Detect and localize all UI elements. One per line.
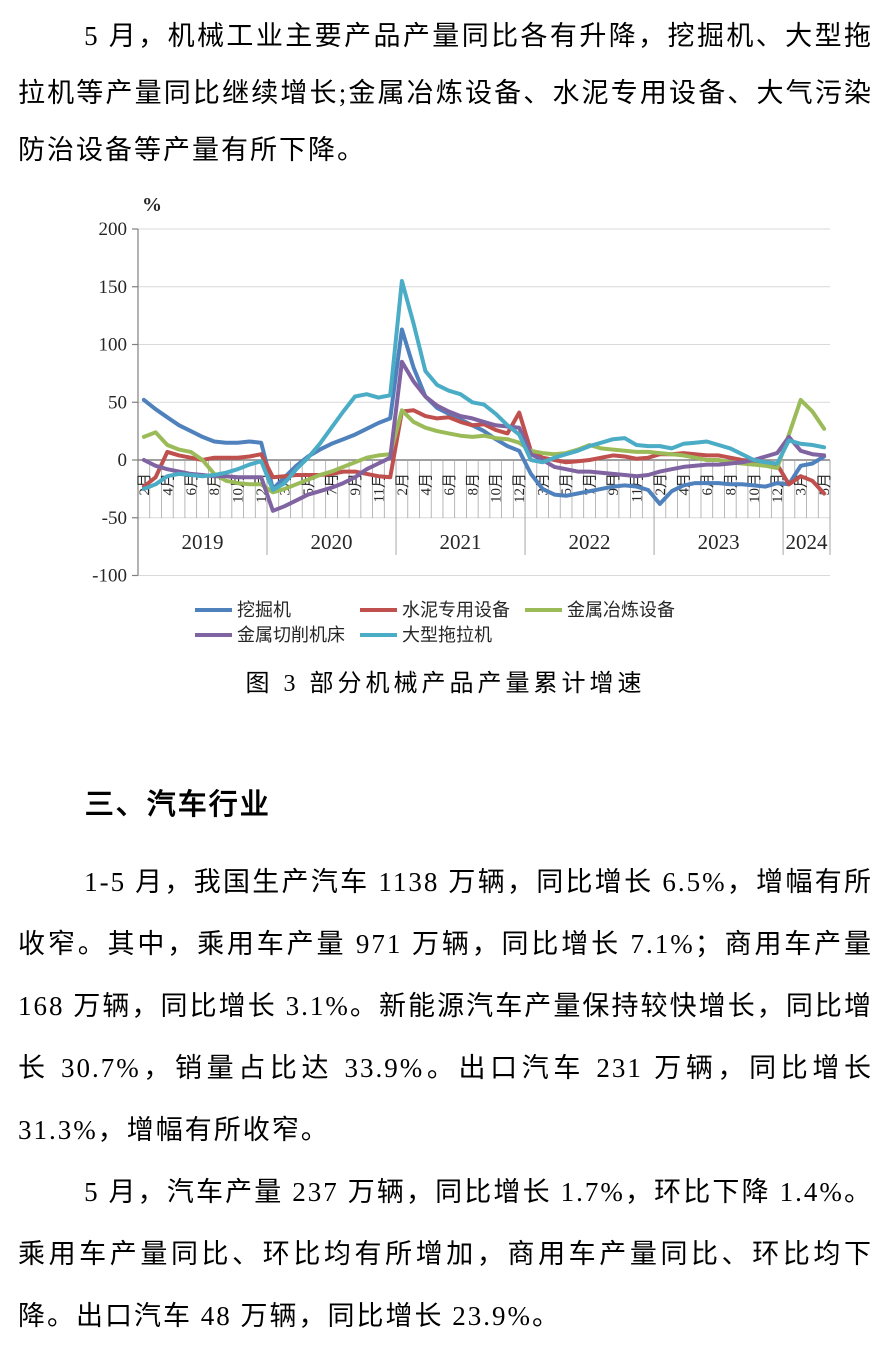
machinery-chart-figure: 2019 2020 2021 2022 2023 2024 200 150 100 50 0 -50 -… — [18, 187, 873, 700]
month-tick-label: 12月 — [770, 473, 786, 503]
y-axis-unit-label: % — [142, 194, 162, 216]
legend-label: 挖掘机 — [237, 600, 291, 620]
machinery-paragraph: 5 月，机械工业主要产品产量同比各有升降，挖掘机、大型拖拉机等产量同比继续增长;… — [18, 21, 873, 165]
series-excavator-line — [141, 327, 827, 506]
auto-may-paragraph: 5 月，汽车产量 237 万辆，同比增长 1.7%，环比下降 1.4%。乘用车产… — [18, 1177, 873, 1331]
series-metal-cutting-machine-tools-line — [141, 359, 827, 513]
month-tick-label: 2月 — [653, 473, 669, 496]
year-label: 2024 — [786, 530, 829, 554]
year-labels: 2019 2020 2021 2022 2023 2024 — [182, 530, 829, 554]
legend-item-metal-smelting-equipment: 金属冶炼设备 — [525, 600, 675, 620]
y-tick-label: 150 — [99, 277, 128, 298]
month-tick-label: 2月 — [395, 473, 411, 496]
legend-item-large-tractors: 大型拖拉机 — [360, 625, 492, 645]
series-cement-equipment-line — [141, 408, 827, 496]
y-tick-label: -100 — [92, 566, 127, 587]
legend-label: 大型拖拉机 — [402, 625, 492, 645]
year-label: 2019 — [182, 530, 224, 554]
auto-cumulative-paragraph: 1-5 月，我国生产汽车 1138 万辆，同比增长 6.5%，增幅有所收窄。其中… — [18, 867, 873, 1145]
y-tick-label: 100 — [99, 335, 128, 356]
legend-item-metal-cutting-machine-tools: 金属切削机床 — [195, 625, 345, 645]
y-tick-label: 50 — [108, 392, 127, 413]
series-large-tractors-line — [141, 279, 827, 492]
month-tick-label: 10月 — [747, 473, 763, 503]
legend-label: 水泥专用设备 — [402, 600, 510, 620]
machinery-products-line-chart: 2019 2020 2021 2022 2023 2024 200 150 100 50 0 -50 -… — [92, 194, 833, 645]
year-label: 2022 — [569, 530, 611, 554]
month-tick-label: 9月 — [606, 473, 622, 496]
category-ticks — [137, 460, 831, 518]
month-tick-label: 6月 — [442, 473, 458, 496]
month-tick-label: 6月 — [184, 473, 200, 496]
y-tick-label: -50 — [102, 508, 127, 529]
y-tick-label: 200 — [99, 219, 128, 240]
legend-item-cement-equipment: 水泥专用设备 — [360, 600, 510, 620]
month-tick-label: 10月 — [489, 473, 505, 503]
month-tick-label: 11月 — [371, 473, 387, 502]
month-tick-label: 12月 — [512, 473, 528, 503]
legend-label: 金属冶炼设备 — [567, 600, 675, 620]
month-tick-label: 8月 — [465, 473, 481, 496]
y-tick-label: 0 — [118, 450, 128, 471]
series-metal-smelting-equipment-line — [141, 397, 827, 495]
legend-label: 金属切削机床 — [237, 625, 345, 645]
month-tick-label: 4月 — [418, 473, 434, 496]
chart-caption: 图 3 部分机械产品产量累计增速 — [245, 671, 646, 697]
legend-item-excavator: 挖掘机 — [195, 600, 291, 620]
y-axis: 200 150 100 50 0 -50 -100 — [92, 219, 139, 587]
section-heading-auto-industry: 三、汽车行业 — [84, 789, 271, 821]
year-label: 2021 — [440, 530, 482, 554]
month-tick-label: 5月 — [559, 473, 575, 496]
year-label: 2023 — [698, 530, 740, 554]
y-gridlines — [138, 228, 830, 576]
year-label: 2020 — [311, 530, 353, 554]
